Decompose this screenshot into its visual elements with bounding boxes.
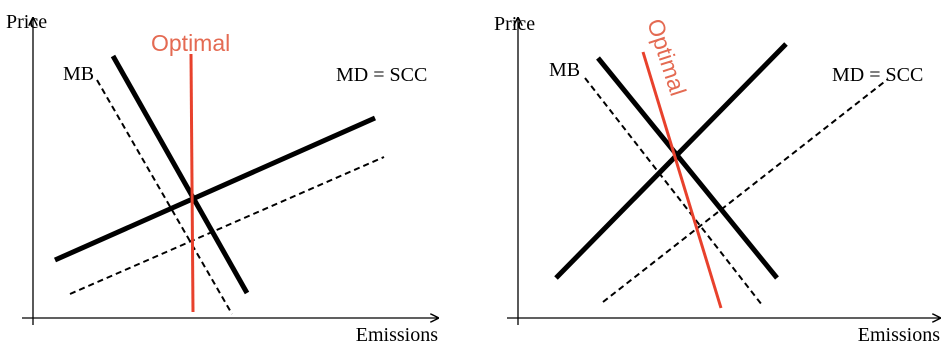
left-mb-label: MB — [63, 63, 94, 85]
left-optimal-line — [189, 53, 195, 313]
left-mb-dashed-line — [96, 79, 233, 315]
left-mb-line — [110, 54, 250, 295]
left-y-axis-label: Price — [6, 11, 47, 33]
left-md-dashed-line — [69, 156, 385, 295]
right-optimal-line — [641, 51, 723, 309]
right-y-axis-label: Price — [494, 13, 535, 35]
right-md-dashed-line — [602, 78, 889, 303]
left-md-label: MD = SCC — [336, 64, 427, 86]
right-mb-dashed-line — [584, 77, 763, 306]
right-optimal-label: Optimal — [642, 16, 691, 99]
right-md-line — [554, 42, 788, 280]
left-optimal-label: Optimal — [151, 30, 230, 56]
left-x-axis-label: Emissions — [356, 324, 438, 344]
right-x-axis-label: Emissions — [858, 324, 940, 344]
right-panel: Price Emissions MB MD = SCC Optimal — [494, 13, 940, 344]
right-md-label: MD = SCC — [832, 64, 923, 86]
left-md-line — [53, 115, 377, 263]
right-mb-line — [596, 56, 779, 280]
left-panel: Price Emissions MB MD = SCC Optimal — [6, 11, 438, 344]
right-mb-label: MB — [549, 59, 580, 81]
